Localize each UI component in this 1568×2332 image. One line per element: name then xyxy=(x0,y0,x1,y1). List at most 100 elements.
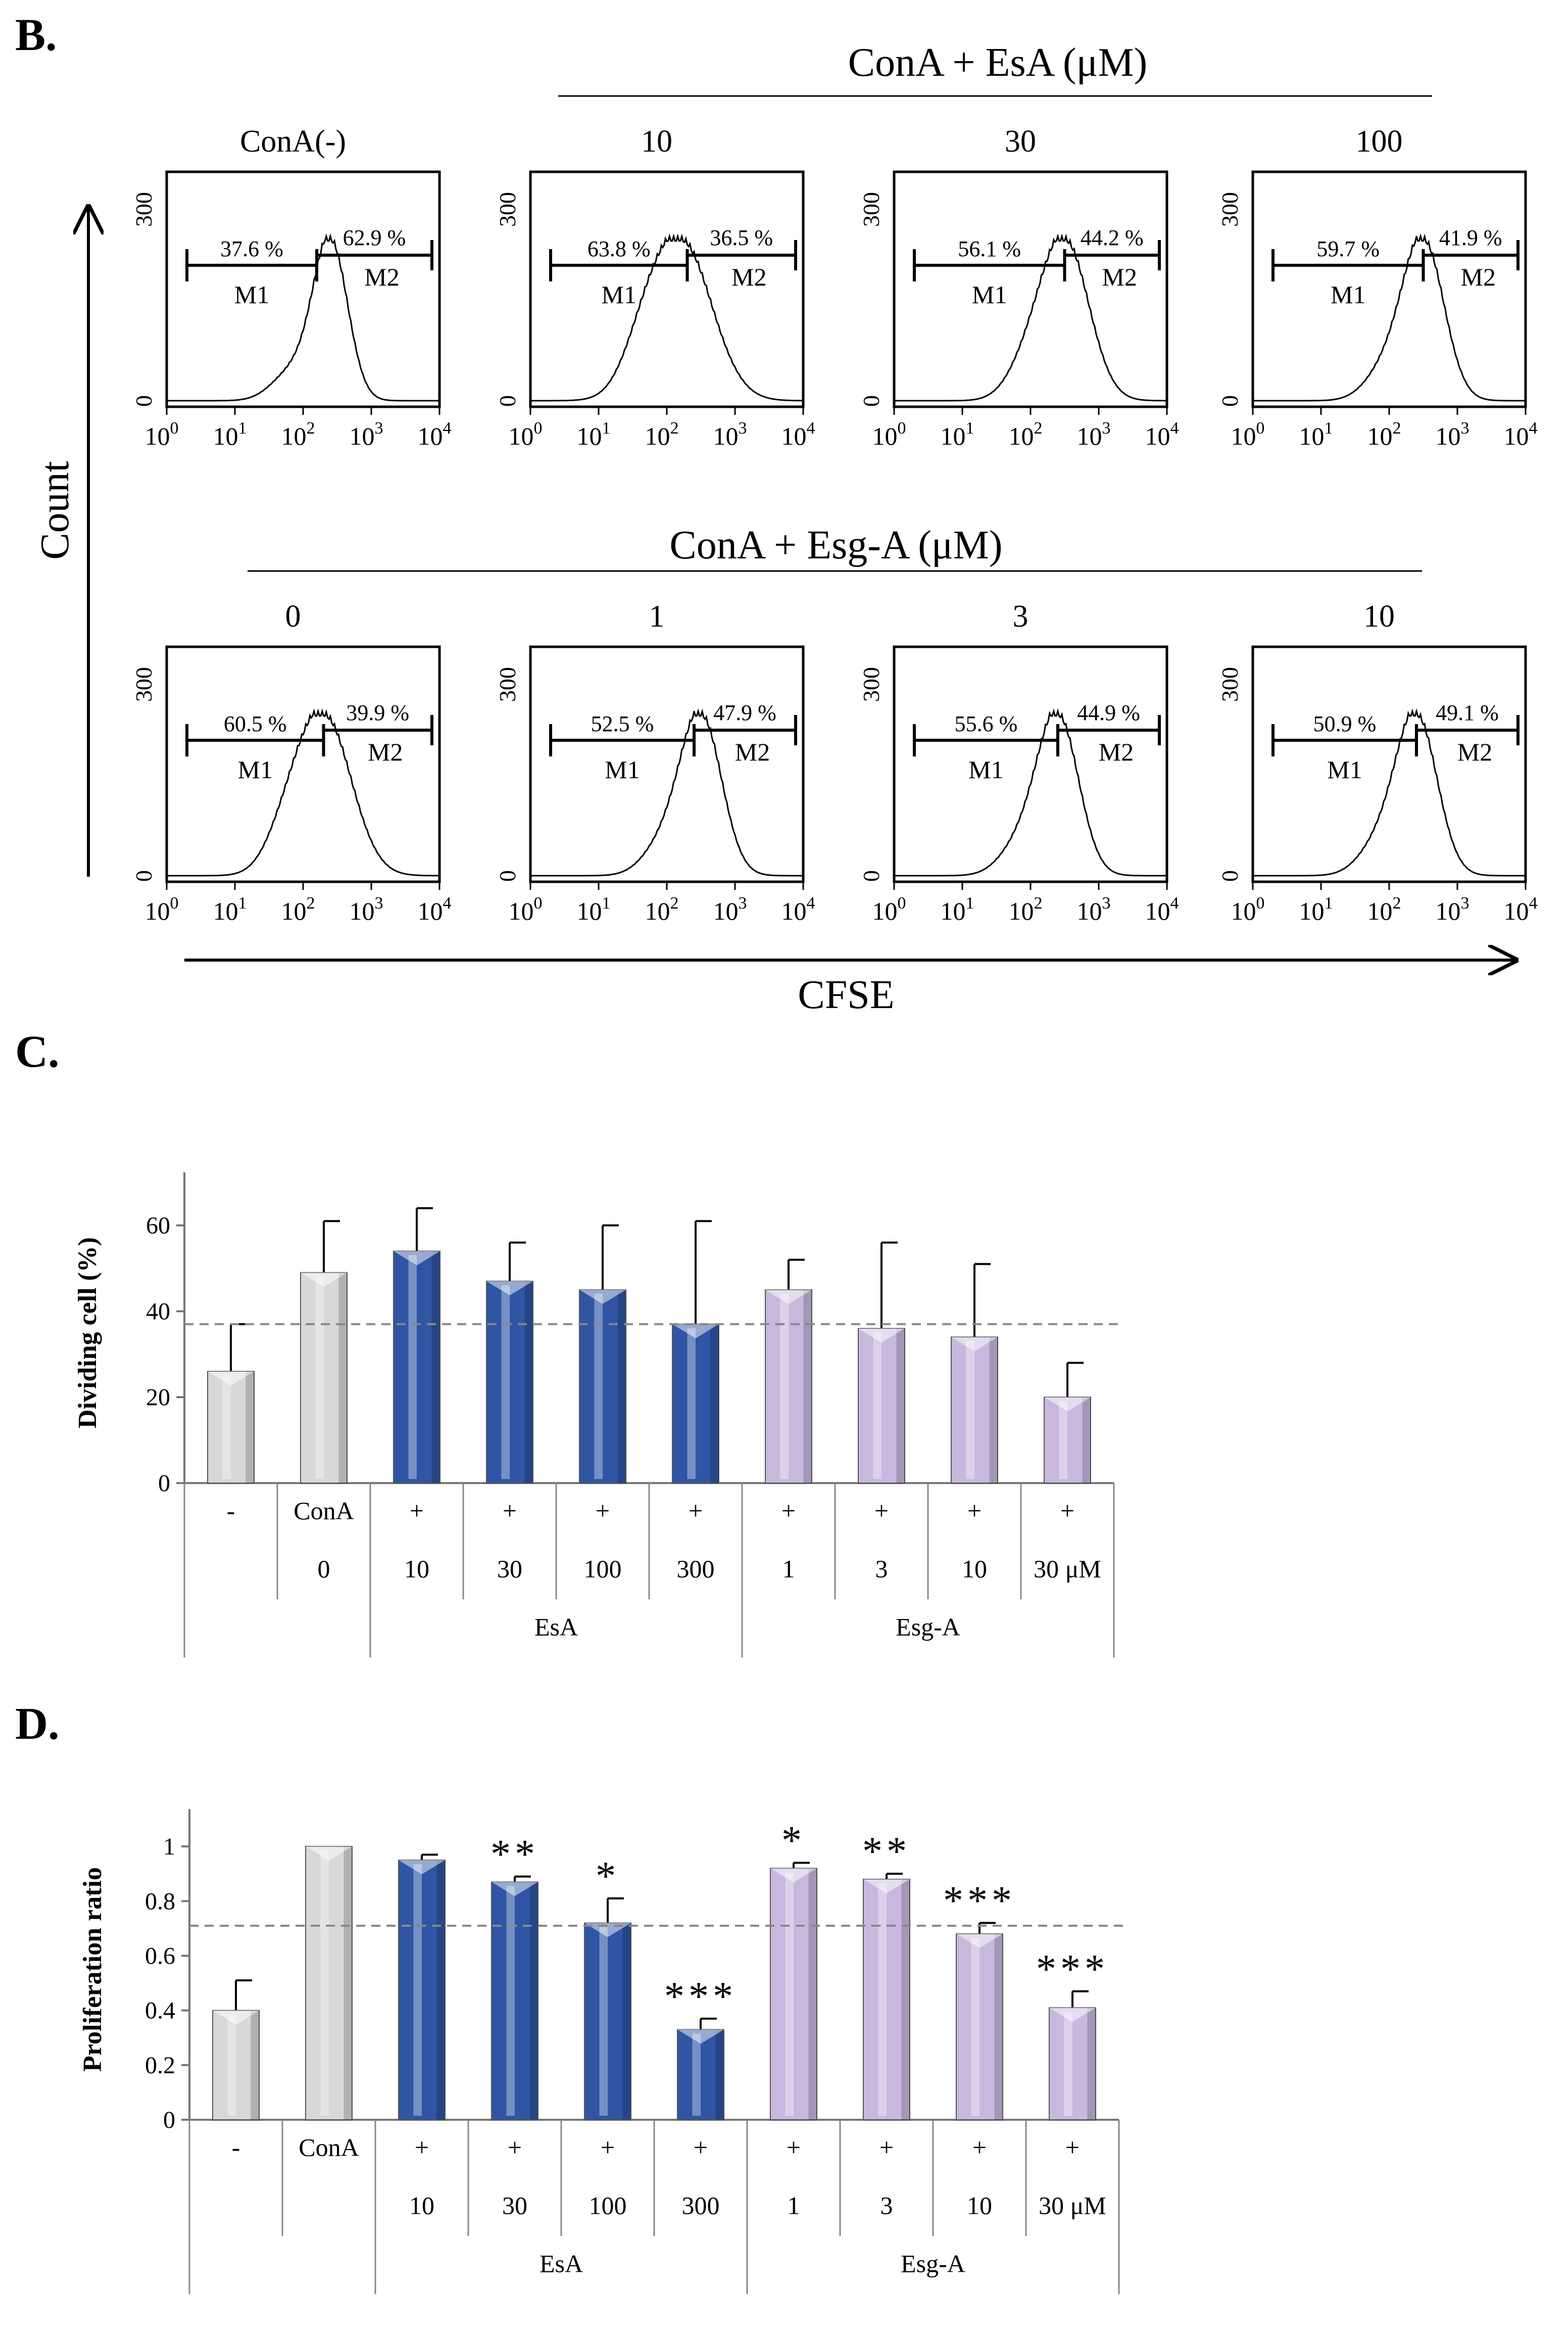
m2-gate-label: M2 xyxy=(1461,263,1496,291)
x-tick-exponent: 4 xyxy=(443,894,452,913)
bar-group xyxy=(398,1853,446,2121)
x-tick-label: 100 xyxy=(1231,894,1265,925)
histogram-title: 100 xyxy=(1356,124,1403,159)
table-row2-cell: 3 xyxy=(880,2191,893,2219)
bar-bevel xyxy=(677,2029,724,2044)
x-tick-label: 102 xyxy=(281,419,315,450)
m1-gate-label: M1 xyxy=(968,755,1003,784)
x-tick-exponent: 2 xyxy=(1034,419,1043,438)
x-tick-exponent: 0 xyxy=(898,894,906,913)
table-row1-cell: + xyxy=(415,2133,429,2161)
table-row2-cell: 10 xyxy=(962,1554,987,1583)
bar-group: ** xyxy=(862,1829,910,2120)
x-tick-label: 102 xyxy=(281,894,315,925)
bar-bevel xyxy=(579,1290,626,1304)
y-tick-label: 0 xyxy=(158,1470,170,1497)
y-tick-label: 0 xyxy=(1217,395,1243,407)
table-row2-cell: 30 μM xyxy=(1039,2191,1106,2219)
x-tick-exponent: 2 xyxy=(1393,419,1401,438)
histogram-title: 10 xyxy=(641,124,672,159)
bar-highlight xyxy=(506,1886,515,2116)
bar-highlight xyxy=(1064,2012,1072,2116)
x-tick-exponent: 3 xyxy=(739,894,747,913)
m1-gate-label: M1 xyxy=(234,280,269,309)
table-row1-cell: + xyxy=(967,1496,982,1525)
m2-percent: 47.9 % xyxy=(713,700,776,725)
y-axis-title: Dividing cell (%) xyxy=(73,1237,102,1428)
bar-bevel xyxy=(492,1882,538,1896)
table-row1-cell: + xyxy=(781,1496,796,1525)
flow-cytometry-panel: Count CFSE ConA + EsA (μM) ConA + Esg-A (μM… xyxy=(33,40,1538,1017)
y-tick-label: 0.2 xyxy=(145,2052,175,2079)
x-tick-label: 103 xyxy=(713,419,747,450)
table-row2-cell: 1 xyxy=(782,1554,795,1583)
bar-bevel xyxy=(956,1934,1003,1948)
bar-highlight xyxy=(966,1341,974,1479)
x-tick-label: 103 xyxy=(1077,419,1111,450)
x-tick-exponent: 3 xyxy=(375,419,383,438)
bar-highlight xyxy=(971,1938,979,2116)
bar-group: * xyxy=(770,1819,817,2120)
histogram-curve xyxy=(1253,708,1526,877)
x-tick-label: 102 xyxy=(1367,419,1401,450)
x-tick-exponent: 3 xyxy=(739,419,747,438)
table-row1-cell: + xyxy=(508,2133,522,2161)
bar xyxy=(1044,1397,1091,1484)
x-tick-exponent: 0 xyxy=(534,894,543,913)
x-tick-label: 100 xyxy=(145,419,179,450)
bar-group: ** xyxy=(491,1832,539,2121)
bar xyxy=(300,1272,348,1484)
bar-highlight xyxy=(878,1883,887,2116)
dividing-cell-chart: 0 20 40 60 Dividing cell (%) - ConA + + + + + + + +0 10… xyxy=(73,1172,1124,1657)
bar-bevel xyxy=(306,1846,352,1861)
histogram-curve xyxy=(894,233,1167,402)
bar-highlight xyxy=(687,1328,696,1479)
x-tick-label: 100 xyxy=(872,894,906,925)
bar-group xyxy=(765,1259,812,1484)
bar xyxy=(672,1323,719,1484)
table-row2-cell: 10 xyxy=(404,1554,429,1583)
x-tick-label: 104 xyxy=(1145,419,1179,450)
bar-shadow xyxy=(715,2029,724,2120)
x-tick-label: 104 xyxy=(1145,894,1179,925)
table-row1-cell: + xyxy=(874,1496,889,1525)
histogram-title: 0 xyxy=(285,599,301,634)
y-tick-label: 0.4 xyxy=(145,1997,175,2024)
histogram-curve xyxy=(894,708,1167,877)
bar-bevel xyxy=(394,1251,440,1265)
m1-percent: 56.1 % xyxy=(958,236,1021,261)
bar-group xyxy=(207,1323,255,1484)
y-axis-title: Proliferation ratio xyxy=(78,1867,107,2072)
bar xyxy=(207,1371,255,1484)
bar-group xyxy=(951,1263,998,1484)
bar xyxy=(393,1251,440,1484)
x-tick-label: 103 xyxy=(350,894,383,925)
bar-highlight xyxy=(594,1294,603,1479)
bar-bevel xyxy=(1049,2008,1096,2022)
x-tick-exponent: 0 xyxy=(1256,894,1265,913)
y-tick-label: 60 xyxy=(146,1212,170,1239)
bar-group: *** xyxy=(664,1974,733,2120)
bar-highlight xyxy=(780,1294,789,1479)
y-tick-label: 40 xyxy=(146,1298,170,1325)
group-label-esa: EsA xyxy=(540,2249,583,2277)
x-tick-exponent: 1 xyxy=(966,419,974,438)
x-tick-exponent: 1 xyxy=(1325,894,1333,913)
table-row1-cell: + xyxy=(787,2133,801,2161)
x-tick-label: 104 xyxy=(418,894,452,925)
bar-highlight xyxy=(599,1927,608,2116)
bar-group xyxy=(393,1207,440,1484)
significance-label: ** xyxy=(491,1832,539,1877)
table-row2-cell: 3 xyxy=(875,1554,888,1583)
histogram-title: 10 xyxy=(1363,599,1395,634)
bar-highlight xyxy=(785,1872,794,2116)
y-tick-label: 300 xyxy=(131,192,157,227)
m2-percent: 44.2 % xyxy=(1081,225,1144,250)
histogram-title: ConA(-) xyxy=(240,124,346,159)
bar xyxy=(1049,2007,1096,2121)
table-row1-cell: + xyxy=(410,1496,424,1525)
x-tick-label: 103 xyxy=(713,894,747,925)
significance-label: *** xyxy=(1036,1947,1109,1991)
